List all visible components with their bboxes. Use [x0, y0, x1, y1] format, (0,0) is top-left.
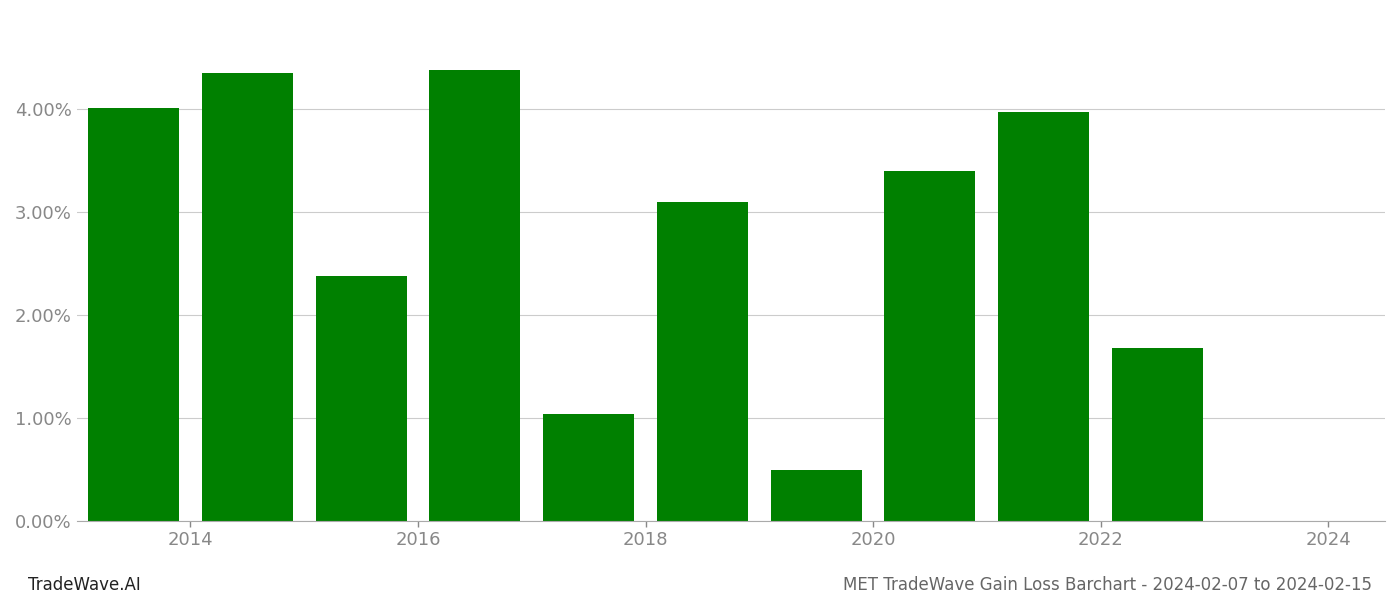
Bar — [202, 73, 293, 521]
Bar — [430, 70, 521, 521]
Text: MET TradeWave Gain Loss Barchart - 2024-02-07 to 2024-02-15: MET TradeWave Gain Loss Barchart - 2024-… — [843, 576, 1372, 594]
Bar — [770, 470, 861, 521]
Bar — [315, 276, 406, 521]
Text: TradeWave.AI: TradeWave.AI — [28, 576, 141, 594]
Bar — [998, 112, 1089, 521]
Bar — [543, 413, 634, 521]
Bar — [1112, 348, 1203, 521]
Bar — [88, 108, 179, 521]
Bar — [885, 171, 976, 521]
Bar — [657, 202, 748, 521]
